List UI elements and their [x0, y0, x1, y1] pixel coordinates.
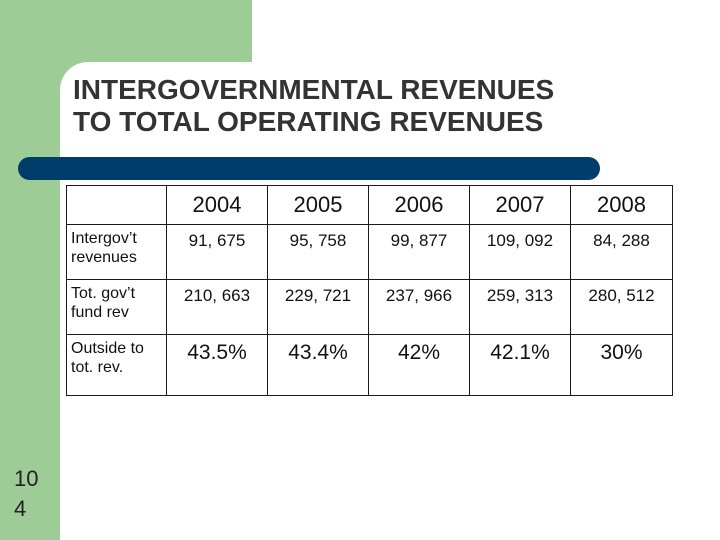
slide-title-line-2: TO TOTAL OPERATING REVENUES [73, 106, 544, 137]
table-cell: 43.5% [166, 334, 268, 396]
table-cell: 210, 663 [166, 279, 268, 335]
table-row: Outside to tot. rev. 43.5% 43.4% 42% 42.… [66, 334, 673, 396]
table-cell: 43.4% [267, 334, 369, 396]
year-header-2006: 2006 [368, 185, 470, 225]
table-cell: 109, 092 [469, 224, 571, 280]
year-header-2007: 2007 [469, 185, 571, 225]
revenue-table: 2004 2005 2006 2007 2008 Intergov’t reve… [66, 185, 673, 396]
year-header-2008: 2008 [570, 185, 673, 225]
title-underline-bar [18, 157, 600, 180]
row-label-tot-gov-fund-rev: Tot. gov’t fund rev [66, 279, 167, 335]
table-cell: 99, 877 [368, 224, 470, 280]
table-row: Tot. gov’t fund rev 210, 663 229, 721 23… [66, 279, 673, 335]
table-cell: 30% [570, 334, 673, 396]
table-row: Intergov’t revenues 91, 675 95, 758 99, … [66, 224, 673, 280]
table-cell: 84, 288 [570, 224, 673, 280]
row-label-intergov-revenues: Intergov’t revenues [66, 224, 167, 280]
table-cell: 42.1% [469, 334, 571, 396]
table-corner-cell [66, 185, 167, 225]
table-cell: 259, 313 [469, 279, 571, 335]
green-background-left [0, 0, 60, 540]
row-label-outside-to-tot-rev: Outside to tot. rev. [66, 334, 167, 396]
slide-title-line-1: INTERGOVERNMENTAL REVENUES [73, 74, 555, 105]
table-cell: 229, 721 [267, 279, 369, 335]
slide-number-line-1: 10 [14, 466, 39, 491]
table-cell: 91, 675 [166, 224, 268, 280]
year-header-2005: 2005 [267, 185, 369, 225]
year-header-2004: 2004 [166, 185, 268, 225]
table-cell: 95, 758 [267, 224, 369, 280]
table-cell: 280, 512 [570, 279, 673, 335]
slide-title: INTERGOVERNMENTAL REVENUES TO TOTAL OPER… [73, 74, 554, 138]
table-header-row: 2004 2005 2006 2007 2008 [66, 185, 673, 225]
table-cell: 42% [368, 334, 470, 396]
slide-number-line-2: 4 [14, 496, 27, 521]
slide-number: 10 4 [14, 464, 48, 524]
table-cell: 237, 966 [368, 279, 470, 335]
